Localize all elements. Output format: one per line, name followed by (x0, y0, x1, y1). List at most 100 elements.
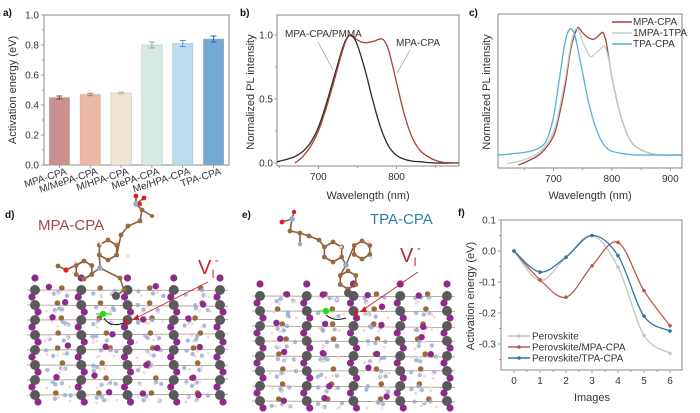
iodine-atom (120, 383, 129, 391)
nitrogen-atom (412, 399, 417, 404)
hydrogen-atom (416, 300, 420, 304)
nitrogen-atom (90, 334, 95, 339)
iodine-atom (419, 323, 427, 331)
carbon-atom (149, 345, 156, 351)
hydrogen-atom (377, 295, 381, 299)
iodine-atom (126, 308, 135, 316)
hydrogen-atom (421, 339, 424, 343)
nitrogen-atom (52, 396, 58, 402)
iodine-atom (64, 342, 72, 349)
hydrogen-atom (139, 293, 143, 297)
panel-a-label: a) (3, 8, 12, 19)
hydrogen-atom (52, 394, 55, 398)
lead-atom (395, 366, 406, 376)
y-tick-label: 1.0 (259, 31, 273, 42)
molecule-atom (351, 252, 357, 257)
lead-atom (395, 306, 406, 316)
hydrogen-atom (322, 359, 326, 363)
lead-atom (395, 336, 406, 346)
molecule-atom (55, 263, 61, 269)
hydrogen-atom (193, 382, 197, 386)
nitrogen-atom (380, 401, 386, 407)
iodine-atom (173, 308, 181, 316)
hydrogen-atom (282, 360, 286, 364)
nitrogen-atom (193, 303, 198, 308)
panel-e-tpa-cpa-molecule (279, 209, 373, 320)
hydrogen-atom (278, 302, 282, 306)
molecule-atom (89, 272, 95, 277)
panel-b-frame (276, 14, 460, 167)
panel-b-x-axis-label: Wavelength (nm) (326, 190, 409, 202)
iodine-atom (306, 344, 314, 352)
nitrogen-atom (315, 310, 321, 316)
panel-c-frame (497, 13, 683, 169)
hydrogen-atom (431, 377, 435, 380)
iodine-atom (346, 299, 355, 307)
molecule-atom (96, 252, 102, 258)
hydrogen-atom (316, 295, 320, 299)
hydrogen-atom (387, 325, 391, 328)
nitrogen-atom (379, 368, 384, 374)
nitrogen-atom (91, 291, 96, 296)
hydrogen-atom (435, 356, 438, 360)
iodine-atom (219, 338, 227, 346)
hydrogen-atom (278, 373, 281, 377)
nitrogen-atom (325, 357, 330, 362)
nitrogen-atom (64, 351, 70, 356)
carbon-atom (194, 360, 201, 366)
iodine-atom (123, 274, 132, 282)
iodine-atom (213, 383, 221, 391)
hydrogen-atom (324, 376, 328, 380)
data-point-Perovskite/MPA-CPA (538, 278, 542, 282)
molecule-atom (121, 287, 127, 293)
carbon-atom (192, 315, 198, 321)
migration-path-arrow (325, 314, 347, 320)
lead-atom (348, 321, 359, 331)
iodine-atom (34, 308, 42, 316)
nitrogen-atom (51, 291, 57, 296)
hydrogen-atom (292, 384, 295, 388)
iodine-atom (80, 368, 88, 376)
hydrogen-atom (323, 391, 327, 395)
hydrogen-atom (55, 292, 59, 295)
nitrogen-atom (275, 326, 280, 331)
x-tick-label: 800 (604, 174, 621, 185)
iodine-atom (280, 348, 288, 356)
vacancy-pointer-arrowhead (360, 306, 367, 312)
nitrogen-atom (143, 333, 148, 338)
hydrogen-atom (106, 382, 110, 386)
hydrogen-atom (269, 339, 272, 343)
hydrogen-atom (321, 343, 325, 347)
hydrogen-atom (156, 400, 160, 403)
x-tick-label: 0 (511, 376, 517, 387)
data-point-Perovskite/MPA-CPA (642, 288, 646, 293)
hydrogen-atom (366, 343, 370, 347)
nitrogen-atom (274, 299, 279, 304)
nitrogen-atom (324, 339, 330, 345)
hydrogen-atom (49, 378, 53, 382)
iodine-atom (34, 398, 42, 406)
iodine-atom (346, 329, 355, 337)
carbon-atom (373, 291, 380, 297)
iodine-atom (53, 373, 60, 381)
hydrogen-atom (61, 352, 65, 356)
iodine-atom (280, 397, 287, 404)
molecule-atom (289, 216, 295, 222)
hydrogen-atom (280, 390, 284, 394)
lead-atom (301, 321, 312, 331)
nitrogen-atom (151, 353, 157, 358)
hydrogen-atom (409, 356, 413, 360)
x-tick-label: 700 (545, 174, 562, 185)
iodine-atom (383, 393, 390, 400)
nitrogen-atom (114, 348, 119, 354)
molecule-atom (345, 268, 351, 274)
hydrogen-atom (108, 379, 111, 382)
hydrogen-atom (429, 386, 432, 389)
molecule-atom (306, 233, 312, 239)
hydrogen-atom (318, 326, 322, 330)
hydrogen-atom (65, 323, 69, 327)
iodine-atom (393, 389, 401, 397)
panel-d-mpa-cpa-molecule (55, 193, 154, 326)
lead-atom (215, 360, 225, 370)
nitrogen-atom (91, 321, 96, 327)
